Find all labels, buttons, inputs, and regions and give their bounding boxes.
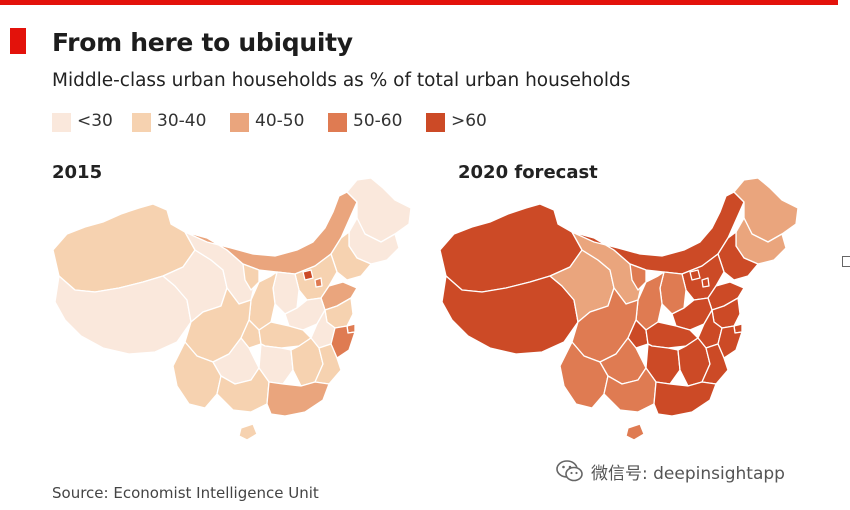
legend-label: >60 [451, 111, 487, 131]
region-ningxia [242, 263, 260, 291]
legend-label: <30 [77, 111, 113, 131]
legend-label: 50-60 [353, 111, 403, 131]
region-liaoning [717, 231, 759, 281]
header-accent-bar [10, 28, 26, 54]
chart-title: From here to ubiquity [52, 28, 353, 57]
legend-label: 30-40 [157, 111, 207, 131]
chart-subtitle: Middle-class urban households as % of to… [52, 70, 631, 91]
panel-label-2015: 2015 [52, 162, 103, 183]
legend-swatch [426, 113, 445, 132]
region-shanxi [272, 271, 300, 315]
panel-label-2020: 2020 forecast [458, 162, 598, 183]
region-guangxi [216, 367, 270, 413]
region-liaoning [330, 231, 372, 281]
region-hainan [238, 423, 258, 441]
region-fujian [314, 343, 342, 385]
legend-label: 40-50 [255, 111, 305, 131]
region-shanxi [659, 271, 687, 315]
region-chongqing [240, 319, 262, 349]
region-ningxia [629, 263, 647, 291]
page-edge-marker [842, 256, 850, 267]
region-guangxi [603, 367, 657, 413]
header-rule [0, 0, 838, 5]
region-guangdong [653, 381, 717, 417]
legend-swatch [52, 113, 71, 132]
map-2020-forecast [439, 177, 799, 441]
region-chongqing [627, 319, 649, 349]
region-tianjin [314, 277, 323, 288]
region-tianjin [701, 277, 710, 288]
region-yunnan [172, 341, 222, 409]
region-hainan [625, 423, 645, 441]
source-note: Source: Economist Intelligence Unit [52, 484, 319, 502]
map-2015 [52, 177, 412, 441]
region-guangdong [266, 381, 330, 417]
legend-swatch [328, 113, 347, 132]
region-beijing [302, 269, 314, 281]
legend-swatch [230, 113, 249, 132]
wechat-icon [556, 460, 583, 482]
region-zhejiang [330, 325, 356, 359]
legend-swatch [132, 113, 151, 132]
region-zhejiang [717, 325, 743, 359]
region-yunnan [559, 341, 609, 409]
region-fujian [701, 343, 729, 385]
region-beijing [689, 269, 701, 281]
watermark-text: 微信号: deepinsightapp [591, 464, 785, 484]
